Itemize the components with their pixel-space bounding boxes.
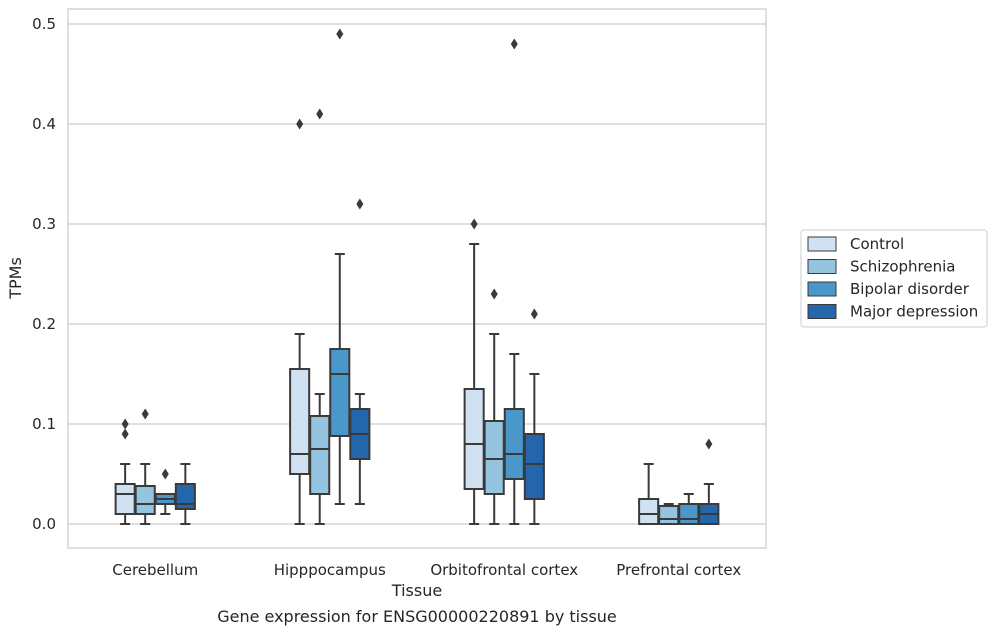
box-schizophrenia-hipppocampus (309, 108, 331, 525)
box-control-prefrontal-cortex (638, 463, 660, 525)
x-tick-labels: Cerebellum Hipppocampus Orbitofrontal cort… (112, 561, 741, 579)
y-tick-label: 0.3 (32, 215, 56, 233)
outlier-point (470, 218, 478, 230)
legend-swatch (807, 259, 837, 274)
legend-label: Major depression (850, 303, 978, 321)
box-schizophrenia-prefrontal-cortex (658, 503, 680, 525)
x-tick-label: Prefrontal cortex (616, 561, 741, 579)
y-tick-label: 0.2 (32, 315, 56, 333)
box-body (638, 498, 660, 525)
box-major-depression-cerebellum (174, 463, 196, 525)
plot-background (68, 9, 766, 548)
box-body (523, 433, 545, 500)
box-bipolar-disorder-cerebellum (154, 468, 176, 515)
x-tick-label: Hipppocampus (274, 561, 386, 579)
box-body (114, 483, 136, 515)
box-body (134, 485, 156, 515)
box-series (114, 28, 720, 525)
box-body (329, 348, 351, 437)
outlier-point (530, 308, 538, 320)
legend-swatch (807, 281, 837, 297)
legend-swatch (807, 236, 837, 252)
box-body (658, 505, 680, 525)
outlier-point (356, 198, 364, 210)
box-bipolar-disorder-orbitofrontal-cortex (503, 38, 525, 525)
legend: Control Schizophrenia Bipolar disorder Majo… (800, 229, 988, 328)
box-schizophrenia-orbitofrontal-cortex (483, 288, 505, 525)
box-body (503, 408, 525, 480)
box-bipolar-disorder-hipppocampus (329, 28, 351, 505)
box-control-cerebellum (114, 418, 136, 525)
outlier-point (510, 38, 518, 50)
legend-label: Control (850, 235, 904, 253)
box-body (678, 503, 700, 525)
outlier-point (121, 418, 129, 430)
x-tick-label: Orbitofrontal cortex (430, 561, 578, 579)
plot-frame (67, 8, 767, 549)
x-axis-label: Tissue (391, 581, 442, 600)
legend-label: Schizophrenia (850, 258, 955, 276)
box-major-depression-prefrontal-cortex (698, 438, 720, 525)
box-body (483, 420, 505, 495)
outlier-point (121, 428, 129, 440)
y-axis-label: TPMs (6, 257, 25, 300)
box-bipolar-disorder-prefrontal-cortex (678, 493, 700, 525)
box-body (309, 415, 331, 495)
box-body (463, 388, 485, 490)
y-tick-label: 0.0 (32, 515, 56, 533)
box-schizophrenia-cerebellum (134, 408, 156, 525)
outlier-point (336, 28, 344, 40)
box-control-orbitofrontal-cortex (463, 218, 485, 525)
x-tick-label: Cerebellum (112, 561, 198, 579)
chart-caption: Gene expression for ENSG00000220891 by t… (217, 607, 617, 626)
outlier-point (161, 468, 169, 480)
y-tick-labels: 0.0 0.1 0.2 0.3 0.4 0.5 (32, 15, 56, 533)
outlier-point (296, 118, 304, 130)
legend-swatch (807, 304, 837, 319)
outlier-point (490, 288, 498, 300)
outlier-point (705, 438, 713, 450)
y-tick-label: 0.1 (32, 415, 56, 433)
box-control-hipppocampus (289, 118, 311, 525)
box-major-depression-hipppocampus (349, 198, 371, 505)
box-body (289, 368, 311, 475)
legend-frame (800, 229, 988, 328)
outlier-point (141, 408, 149, 420)
box-body (174, 483, 196, 510)
y-tick-label: 0.5 (32, 15, 56, 33)
y-tick-label: 0.4 (32, 115, 56, 133)
box-major-depression-orbitofrontal-cortex (523, 308, 545, 525)
legend-label: Bipolar disorder (850, 280, 970, 298)
outlier-point (316, 108, 324, 120)
